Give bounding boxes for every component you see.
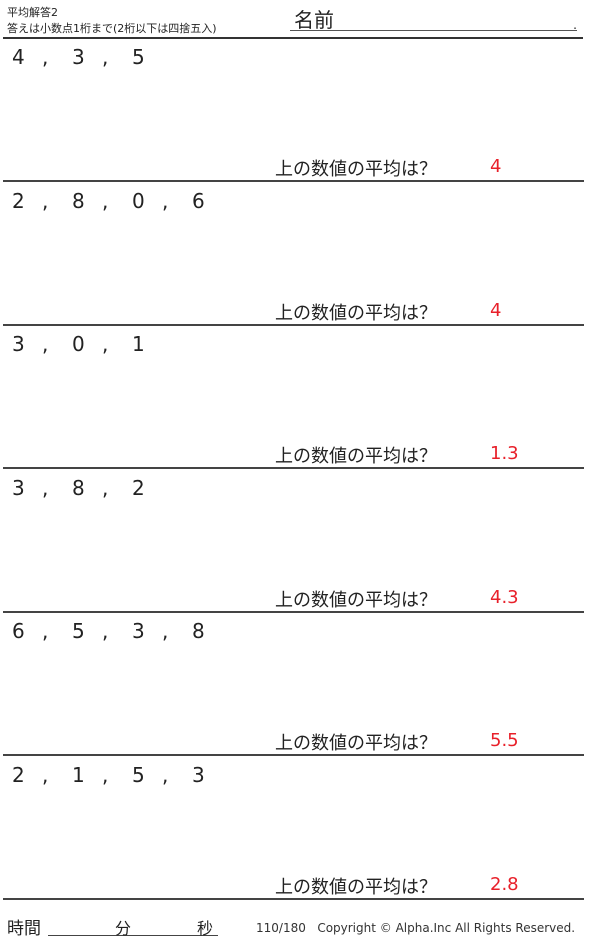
number-item: , xyxy=(162,188,169,213)
seconds-label: 秒 xyxy=(197,919,214,938)
page-number: 110/180 xyxy=(256,921,306,935)
number-item: , xyxy=(102,188,109,213)
instruction: 答えは小数点1桁まで(2桁以下は四捨五入) xyxy=(7,22,217,35)
number-item: , xyxy=(102,619,109,644)
number-item: 3 xyxy=(12,475,25,500)
question-label: 上の数値の平均は？ xyxy=(275,302,437,324)
time-label: 時間 xyxy=(7,919,41,939)
answer: 4 xyxy=(490,299,502,321)
header-divider xyxy=(3,37,583,39)
name-label: 名前 xyxy=(294,8,334,32)
number-list: 2, 1, 5, 3 xyxy=(12,763,222,787)
number-item: 5 xyxy=(132,45,145,69)
number-item: , xyxy=(42,188,49,213)
answer: 1.3 xyxy=(490,443,519,465)
number-item: , xyxy=(102,475,109,500)
answer-line xyxy=(3,610,584,613)
problem-1: 4, 3, 5 上の数値の平均は？ 4 xyxy=(0,39,584,182)
problem-6: 2, 1, 5, 3 上の数値の平均は？ 2.8 xyxy=(0,757,584,900)
number-item: 2 xyxy=(12,188,25,213)
question-label: 上の数値の平均は？ xyxy=(275,877,437,898)
number-item: 5 xyxy=(132,763,145,787)
number-item: , xyxy=(162,763,169,787)
number-item: 8 xyxy=(192,619,205,644)
problem-4: 3, 8, 2 上の数値の平均は？ 4.3 xyxy=(0,470,584,613)
number-item: 0 xyxy=(132,188,145,213)
number-item: 3 xyxy=(192,763,205,787)
name-end: . xyxy=(573,18,577,32)
problem-2: 2, 8, 0, 6 上の数値の平均は？ 4 xyxy=(0,183,584,326)
number-item: , xyxy=(42,763,49,787)
time-field[interactable] xyxy=(48,935,218,936)
number-item: 6 xyxy=(192,188,205,213)
number-item: 1 xyxy=(72,763,85,787)
number-list: 2, 8, 0, 6 xyxy=(12,189,222,213)
number-item: 3 xyxy=(12,332,25,357)
number-item: 0 xyxy=(72,332,85,357)
name-field[interactable]: 名前 . xyxy=(290,6,577,32)
answer: 4.3 xyxy=(490,586,519,608)
answer: 5.5 xyxy=(490,730,519,752)
number-item: 6 xyxy=(12,619,25,644)
number-item: , xyxy=(42,45,49,69)
problem-5: 6, 5, 3, 8 上の数値の平均は？ 5.5 xyxy=(0,613,584,757)
number-item: , xyxy=(42,619,49,644)
number-item: 3 xyxy=(72,45,85,69)
number-item: 1 xyxy=(132,332,145,357)
problem-3: 3, 0, 1 上の数値の平均は？ 1.3 xyxy=(0,326,584,470)
number-item: , xyxy=(102,332,109,357)
answer-line xyxy=(3,898,584,900)
number-item: , xyxy=(42,332,49,357)
answer: 4 xyxy=(490,156,502,177)
number-item: 8 xyxy=(72,188,85,213)
worksheet-title: 平均解答2 xyxy=(7,6,58,19)
question-label: 上の数値の平均は？ xyxy=(275,159,437,180)
answer-line xyxy=(3,467,584,470)
answer-line xyxy=(3,754,584,757)
question-label: 上の数値の平均は？ xyxy=(275,589,437,611)
number-item: , xyxy=(102,45,109,69)
question-label: 上の数値の平均は？ xyxy=(275,446,437,468)
number-item: 2 xyxy=(12,763,25,787)
copyright: Copyright © Alpha.Inc All Rights Reserve… xyxy=(317,921,576,935)
number-list: 3, 8, 2 xyxy=(12,476,162,500)
answer-line xyxy=(3,180,584,182)
number-list: 6, 5, 3, 8 xyxy=(12,619,222,643)
question-label: 上の数値の平均は？ xyxy=(275,733,437,755)
number-item: 3 xyxy=(132,619,145,644)
answer: 2.8 xyxy=(490,874,519,895)
number-item: , xyxy=(42,475,49,500)
answer-line xyxy=(3,323,584,326)
number-item: , xyxy=(102,763,109,787)
number-list: 3, 0, 1 xyxy=(12,332,162,356)
footer-text: 110/180 Copyright © Alpha.Inc All Rights… xyxy=(256,921,575,935)
number-item: 8 xyxy=(72,475,85,500)
number-item: , xyxy=(162,619,169,644)
number-item: 2 xyxy=(132,475,145,500)
minutes-label: 分 xyxy=(115,919,132,938)
number-item: 4 xyxy=(12,45,25,69)
number-item: 5 xyxy=(72,619,85,644)
number-list: 4, 3, 5 xyxy=(12,45,162,69)
